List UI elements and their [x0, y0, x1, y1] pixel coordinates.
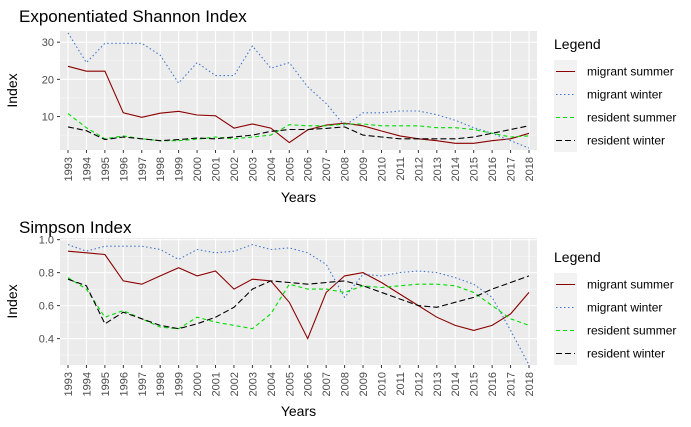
plot-panel: [60, 238, 537, 365]
chart-1: 10 20 30 1993 1994 1995 1996 1997 1998 1999 2000 20…: [4, 7, 676, 205]
x-tick-label: 1994: [81, 372, 93, 396]
legend-title: Legend: [554, 36, 601, 52]
x-tick-label: 2018: [524, 157, 536, 181]
series-line-migrant-winter: [67, 244, 530, 366]
x-tick-label: 2002: [229, 372, 241, 396]
y-tick-label: 10: [42, 112, 54, 124]
x-tick-label: 1998: [155, 372, 167, 396]
x-tick-label: 2006: [303, 372, 315, 396]
series-line-migrant-summer: [67, 250, 530, 340]
x-tick-label: 2009: [358, 372, 370, 396]
x-tick-label: 1999: [174, 157, 186, 181]
x-tick-label: 2012: [413, 157, 425, 181]
x-tick-label: 2006: [303, 157, 315, 181]
x-tick-label: 2011: [395, 157, 407, 181]
x-tick-label: 2016: [487, 157, 499, 181]
x-tick-label: 2011: [395, 372, 407, 396]
x-tick-label: 2008: [340, 372, 352, 396]
x-tick-label: 2001: [211, 372, 223, 396]
x-tick-label: 2004: [266, 157, 278, 181]
plot-panel: [60, 31, 537, 150]
x-tick-label: 2007: [321, 372, 333, 396]
y-tick-label: 1.0: [39, 235, 54, 247]
legend-label: resident summer: [587, 111, 676, 125]
y-tick-label: 0.6: [39, 301, 54, 313]
legend: Legend migrant summer migrant winter reside…: [554, 249, 676, 365]
x-tick-label: 2010: [376, 372, 388, 396]
x-tick-label: 2013: [432, 157, 444, 181]
x-tick-label: 2002: [229, 157, 241, 181]
x-tick-label: 1997: [137, 372, 149, 396]
series-line-migrant-summer: [67, 65, 530, 144]
chart-title: Simpson Index: [19, 218, 132, 237]
legend-label: migrant winter: [587, 301, 662, 315]
x-tick-label: 2008: [340, 157, 352, 181]
series-line-resident-winter: [67, 275, 530, 330]
legend-label: resident summer: [587, 324, 676, 338]
x-tick-label: 2000: [192, 372, 204, 396]
y-axis-title: Index: [4, 73, 20, 107]
x-tick-label: 2013: [432, 372, 444, 396]
y-tick-label: 30: [42, 37, 54, 49]
legend-label: migrant summer: [587, 278, 674, 292]
x-tick-label: 2017: [506, 157, 518, 181]
x-tick-label: 2005: [284, 372, 296, 396]
x-tick-label: 2015: [469, 157, 481, 181]
legend-title: Legend: [554, 249, 601, 265]
x-tick-label: 2010: [376, 157, 388, 181]
x-tick-label: 1999: [174, 372, 186, 396]
x-tick-label: 1997: [137, 157, 149, 181]
x-tick-label: 2003: [247, 157, 259, 181]
x-tick-label: 1996: [118, 157, 130, 181]
y-tick-label: 0.8: [39, 268, 54, 280]
x-tick-label: 1995: [100, 372, 112, 396]
y-axis-title: Index: [4, 284, 20, 318]
series-line-migrant-winter: [67, 32, 530, 149]
series-line-resident-summer: [67, 113, 530, 142]
y-tick-label: 0.4: [39, 334, 54, 346]
x-axis-title: Years: [281, 403, 316, 419]
x-tick-label: 1994: [81, 157, 93, 181]
x-tick-label: 2004: [266, 372, 278, 396]
series-line-resident-winter: [67, 125, 530, 142]
x-tick-label: 1996: [118, 372, 130, 396]
x-tick-label: 1993: [63, 157, 75, 181]
x-tick-label: 2014: [450, 372, 462, 396]
legend-label: migrant winter: [587, 88, 662, 102]
x-tick-label: 2009: [358, 157, 370, 181]
x-tick-label: 2001: [211, 157, 223, 181]
series-line-resident-summer: [67, 277, 530, 330]
legend: Legend migrant summer migrant winter reside…: [554, 36, 676, 152]
legend-label: migrant summer: [587, 65, 674, 79]
x-tick-label: 1993: [63, 372, 75, 396]
x-tick-label: 2014: [450, 157, 462, 181]
x-tick-label: 2005: [284, 157, 296, 181]
x-tick-label: 2017: [506, 372, 518, 396]
x-tick-label: 2012: [413, 372, 425, 396]
chart-title: Exponentiated Shannon Index: [19, 7, 247, 26]
legend-label: resident winter: [587, 347, 665, 361]
x-tick-label: 2007: [321, 157, 333, 181]
x-axis-title: Years: [281, 189, 316, 205]
x-tick-label: 1998: [155, 157, 167, 181]
x-tick-label: 1995: [100, 157, 112, 181]
x-tick-label: 2015: [469, 372, 481, 396]
y-tick-label: 20: [42, 74, 54, 86]
x-tick-label: 2018: [524, 372, 536, 396]
legend-label: resident winter: [587, 134, 665, 148]
x-tick-label: 2003: [247, 372, 259, 396]
x-tick-label: 2000: [192, 157, 204, 181]
x-tick-label: 2016: [487, 372, 499, 396]
chart-2: 0.4 0.6 0.8 1.0 1993 1994 1995 1996 1997 1998 1999…: [4, 218, 676, 419]
